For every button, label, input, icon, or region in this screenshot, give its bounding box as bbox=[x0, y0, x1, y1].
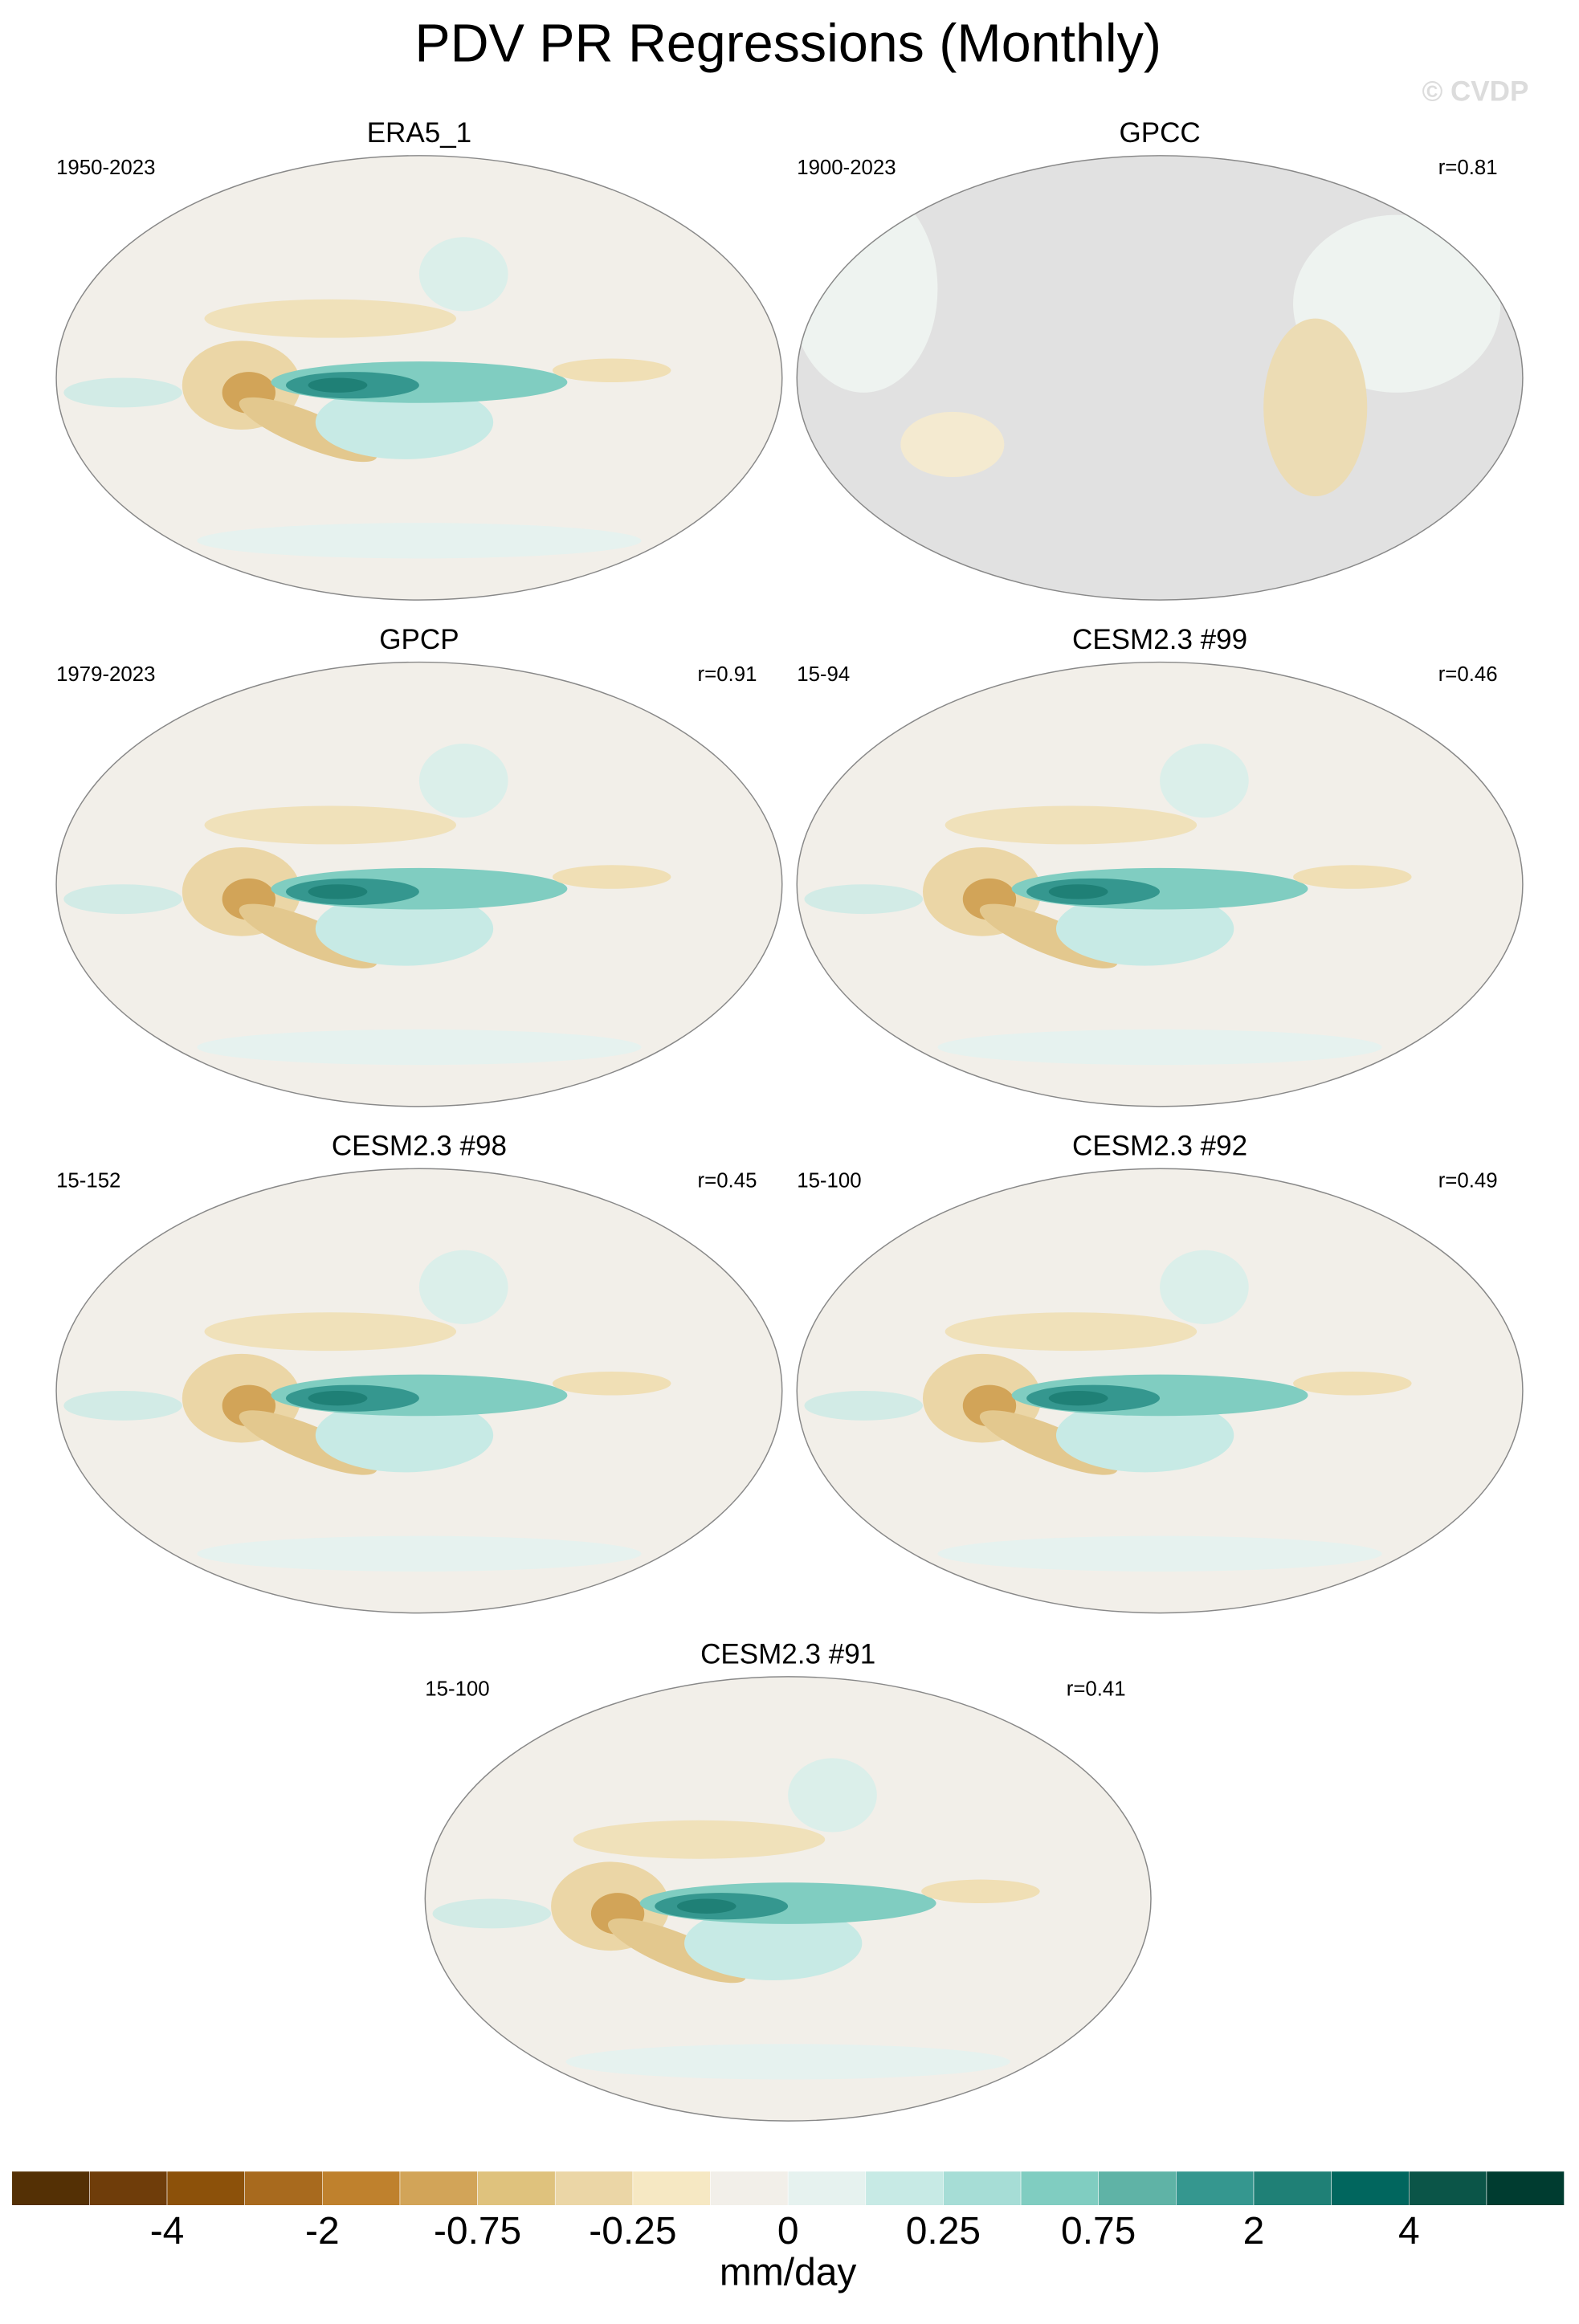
panel-correlation: r=0.46 bbox=[1438, 663, 1498, 686]
colorbar-label: -4 bbox=[150, 2210, 185, 2253]
map-panel: CESM2.3 #99 15-94 r=0.46 bbox=[796, 624, 1524, 1107]
panel-correlation: r=0.41 bbox=[1067, 1678, 1126, 1700]
colorbar-box bbox=[710, 2171, 789, 2206]
colorbar-box bbox=[166, 2171, 245, 2206]
colorbar-label: -2 bbox=[305, 2210, 340, 2253]
panel-period: 15-152 bbox=[56, 1170, 120, 1193]
panel-title: CESM2.3 #99 bbox=[1072, 624, 1247, 655]
colorbar-label: -0.75 bbox=[434, 2210, 521, 2253]
figure-title: PDV PR Regressions (Monthly) bbox=[414, 14, 1161, 74]
map-outline bbox=[796, 661, 1524, 1107]
panel-title: CESM2.3 #92 bbox=[1072, 1131, 1247, 1162]
map-panel: CESM2.3 #98 15-152 r=0.45 bbox=[55, 1131, 783, 1614]
panel-correlation: r=0.91 bbox=[698, 663, 757, 686]
colorbar-box bbox=[1486, 2171, 1565, 2206]
panel-title: CESM2.3 #91 bbox=[700, 1638, 875, 1670]
map-panel: CESM2.3 #91 15-100 r=0.41 bbox=[424, 1638, 1152, 2122]
map-outline bbox=[424, 1676, 1152, 2122]
map-outline bbox=[796, 1168, 1524, 1614]
panel-period: 15-94 bbox=[797, 663, 850, 686]
colorbar-box bbox=[244, 2171, 323, 2206]
panel-period: 1900-2023 bbox=[797, 157, 896, 179]
map-panel: GPCC 1900-2023 r=0.81 bbox=[796, 117, 1524, 601]
colorbar-box bbox=[943, 2171, 1022, 2206]
colorbar-box bbox=[632, 2171, 711, 2206]
panel-title: CESM2.3 #98 bbox=[332, 1131, 507, 1162]
panel-correlation: r=0.49 bbox=[1438, 1170, 1498, 1193]
land bbox=[1263, 318, 1368, 496]
colorbar-box bbox=[1176, 2171, 1255, 2206]
colorbar-box bbox=[11, 2171, 90, 2206]
colorbar-box bbox=[1020, 2171, 1099, 2206]
colorbar-label: 0.25 bbox=[906, 2210, 981, 2253]
colorbar-box bbox=[1098, 2171, 1177, 2206]
colorbar-box bbox=[865, 2171, 944, 2206]
panel-title: GPCC bbox=[1119, 117, 1200, 149]
colorbar-box bbox=[1331, 2171, 1410, 2206]
colorbar-box bbox=[1409, 2171, 1487, 2206]
map-outline bbox=[55, 155, 783, 601]
colorbar-label: 2 bbox=[1243, 2210, 1265, 2253]
colorbar-box bbox=[477, 2171, 556, 2206]
map-panel: ERA5_1 1950-2023 bbox=[55, 117, 783, 601]
colorbar-box bbox=[89, 2171, 168, 2206]
colorbar-label: -0.25 bbox=[589, 2210, 676, 2253]
panel-title: ERA5_1 bbox=[367, 117, 471, 149]
colorbar-label: 0.75 bbox=[1061, 2210, 1136, 2253]
land bbox=[797, 185, 938, 393]
panels: ERA5_1 1950-2023 GPCC 1900-2023 r=0.81 GPCP 19… bbox=[55, 117, 1524, 2122]
colorbar-box bbox=[322, 2171, 401, 2206]
map-outline bbox=[55, 1168, 783, 1614]
watermark: © CVDP bbox=[1422, 76, 1528, 108]
colorbar-label: 0 bbox=[777, 2210, 799, 2253]
colorbar-label: 4 bbox=[1398, 2210, 1420, 2253]
panel-title: GPCP bbox=[379, 624, 459, 655]
colorbar-box bbox=[554, 2171, 634, 2206]
map-outline bbox=[55, 661, 783, 1107]
colorbar-box bbox=[399, 2171, 478, 2206]
map-panel: GPCP 1979-2023 r=0.91 bbox=[55, 624, 783, 1107]
panel-period: 15-100 bbox=[797, 1170, 861, 1193]
map-panel: CESM2.3 #92 15-100 r=0.49 bbox=[796, 1131, 1524, 1614]
colorbar: -4 -2 -0.75 -0.25 0 0.25 0.75 2 4 mm/day bbox=[11, 2171, 1565, 2294]
panel-correlation: r=0.81 bbox=[1438, 157, 1498, 179]
panel-period: 1979-2023 bbox=[56, 663, 155, 686]
colorbar-box bbox=[787, 2171, 867, 2206]
panel-period: 15-100 bbox=[425, 1678, 489, 1700]
map-outline bbox=[796, 155, 1524, 601]
colorbar-box bbox=[1253, 2171, 1332, 2206]
land bbox=[900, 411, 1005, 478]
colorbar-unit: mm/day bbox=[720, 2252, 857, 2294]
panel-correlation: r=0.45 bbox=[698, 1170, 757, 1193]
panel-period: 1950-2023 bbox=[56, 157, 155, 179]
